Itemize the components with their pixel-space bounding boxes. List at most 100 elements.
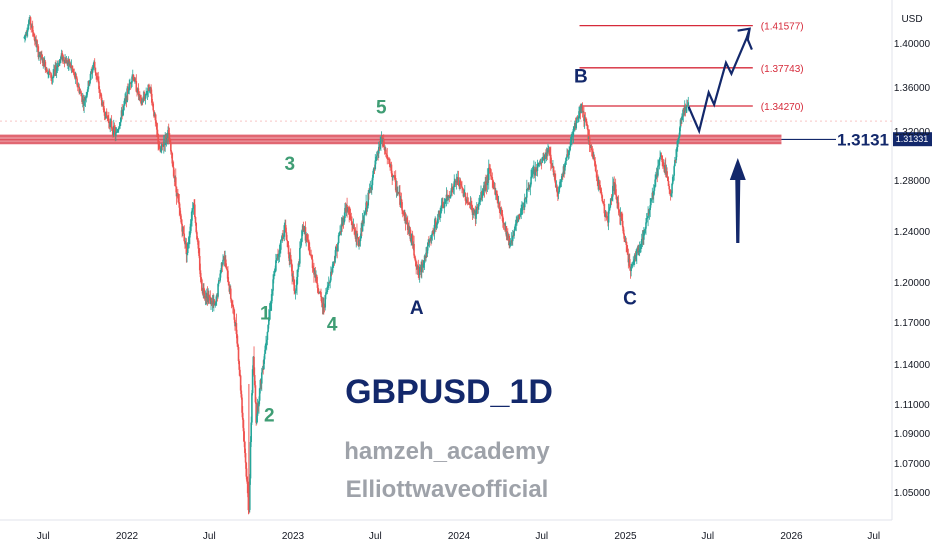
candle-body <box>460 183 463 187</box>
candle-body <box>464 193 467 201</box>
candle-body <box>585 118 587 122</box>
x-tick-label: Jul <box>369 531 382 542</box>
candle-body <box>179 207 181 214</box>
candle-body <box>327 282 330 286</box>
candle-body <box>385 154 388 155</box>
x-tick-label: 2023 <box>282 531 305 542</box>
fib-levels: (1.41577) (1.37743) (1.34270) <box>0 22 892 122</box>
candle-body <box>514 223 517 227</box>
candle-body <box>220 262 223 270</box>
candle-body <box>236 334 238 344</box>
candle-body <box>375 159 377 161</box>
candle-body <box>589 145 592 148</box>
candle-body <box>308 246 311 255</box>
candle-body <box>196 239 199 242</box>
candle-body <box>569 141 572 147</box>
candle-body <box>118 126 121 128</box>
candle-body <box>550 163 553 166</box>
candle-body <box>444 202 446 203</box>
candle-body <box>35 39 38 47</box>
candle-body <box>585 121 588 125</box>
y-tick-label: 1.36000 <box>894 83 931 94</box>
candle-body <box>300 241 303 246</box>
candle-body <box>256 403 259 416</box>
candle-body <box>240 390 243 398</box>
x-tick-label: Jul <box>535 531 548 542</box>
candle-body <box>153 110 155 117</box>
candle-body <box>201 279 203 291</box>
candle-body <box>79 91 82 93</box>
candle-body <box>621 217 623 221</box>
candle-body <box>573 127 575 130</box>
candle-body <box>83 99 85 106</box>
candle-body <box>339 231 341 236</box>
candle-body <box>244 441 246 454</box>
candle-body <box>364 211 367 213</box>
candle-body <box>103 105 105 113</box>
candle-body <box>127 90 130 94</box>
candle-body <box>511 235 514 242</box>
candle-body <box>632 263 635 265</box>
candle-body <box>148 90 151 92</box>
candle-body <box>356 230 358 238</box>
candle-body <box>199 270 202 278</box>
candle-body <box>448 195 451 198</box>
candle-body <box>232 307 235 310</box>
candle-body <box>338 235 341 236</box>
candle-body <box>33 35 35 38</box>
candle-body <box>383 147 386 150</box>
candle-body <box>287 241 289 246</box>
candle-body <box>217 280 220 285</box>
candle-body <box>256 415 258 423</box>
candle-body <box>91 68 94 73</box>
candle-body <box>135 81 138 92</box>
candle-body <box>294 290 297 294</box>
candle-body <box>569 146 571 151</box>
candle-body <box>172 167 175 177</box>
candle-body <box>462 189 465 197</box>
candle-body <box>418 267 421 276</box>
candle-body <box>603 203 606 214</box>
candle-body <box>669 189 671 191</box>
price-axis-panel[interactable] <box>892 0 932 550</box>
candle-body <box>643 231 645 240</box>
candle-body <box>602 202 605 204</box>
candle-body <box>23 36 26 38</box>
candle-body <box>116 131 119 133</box>
candle-body <box>396 187 398 193</box>
candle-body <box>24 35 26 37</box>
candle-body <box>86 89 89 93</box>
candle-body <box>500 208 503 211</box>
candle-body <box>298 263 300 265</box>
candle-body <box>572 129 575 136</box>
candle-body <box>423 262 425 265</box>
candle-body <box>239 369 241 376</box>
candle-body <box>264 345 267 354</box>
candle-body <box>334 246 337 257</box>
candle-body <box>669 190 672 196</box>
candle-body <box>174 177 177 187</box>
x-tick-label: 2024 <box>448 531 471 542</box>
candle-body <box>631 265 633 267</box>
candle-body <box>559 181 561 188</box>
candle-body <box>390 164 393 174</box>
candle-body <box>233 309 236 320</box>
candle-body <box>141 101 143 105</box>
projection-polyline <box>687 34 753 135</box>
candle-body <box>373 168 375 171</box>
candle-body <box>471 205 473 211</box>
candle-body <box>309 254 312 256</box>
candle-body <box>546 152 549 154</box>
candle-body <box>592 151 594 159</box>
candle-body <box>505 226 508 237</box>
candle-body <box>234 319 236 327</box>
candle-body <box>658 159 661 166</box>
candle-body <box>191 208 194 211</box>
candle-body <box>430 238 432 240</box>
candle-body <box>96 76 98 78</box>
candle-body <box>536 165 539 172</box>
candle-body <box>200 277 202 280</box>
candle-body <box>160 148 162 152</box>
candle-body <box>299 245 302 249</box>
candle-body <box>146 91 149 95</box>
